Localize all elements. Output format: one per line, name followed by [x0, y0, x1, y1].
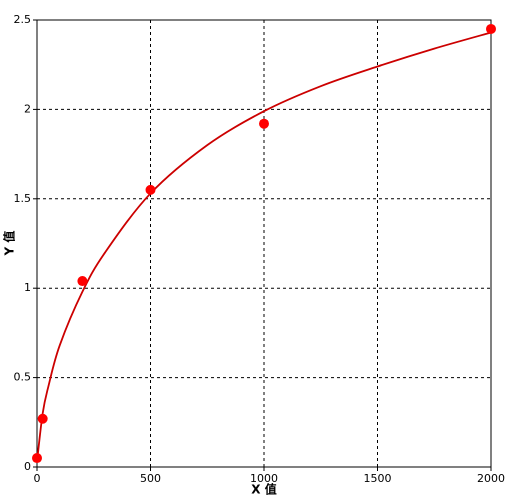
- data-point: [32, 453, 42, 464]
- y-tick-label: 2.5: [14, 13, 32, 26]
- x-tick-label: 1000: [250, 472, 278, 485]
- data-point: [37, 413, 48, 424]
- data-point: [259, 118, 269, 129]
- x-axis-label: X 值: [251, 482, 276, 497]
- y-tick-label: 0.5: [14, 371, 32, 384]
- y-tick-label: 0: [24, 460, 31, 473]
- data-point: [145, 184, 156, 195]
- x-tick-label: 1500: [364, 472, 392, 485]
- y-tick-label: 1: [24, 281, 31, 294]
- data-point: [77, 276, 88, 287]
- x-tick-label: 0: [34, 472, 41, 485]
- x-tick-label: 500: [140, 472, 161, 485]
- y-tick-label: 2: [24, 102, 31, 115]
- x-tick-label: 2000: [477, 472, 505, 485]
- data-point: [486, 23, 496, 34]
- y-tick-label: 1.5: [14, 192, 32, 205]
- y-axis-label: Y 值: [2, 231, 17, 257]
